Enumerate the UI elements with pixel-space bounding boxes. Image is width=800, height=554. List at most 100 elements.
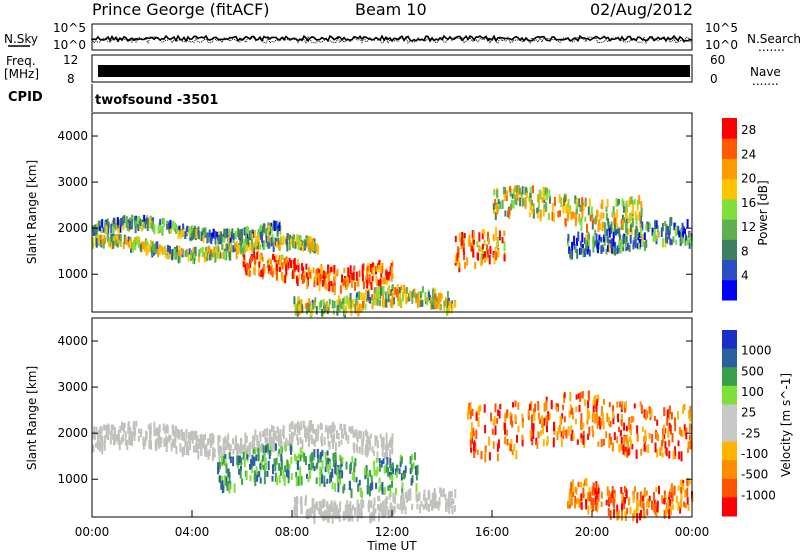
heatmap-cell <box>258 271 261 277</box>
heatmap-cell <box>258 470 261 478</box>
heatmap-cell <box>301 439 304 450</box>
heatmap-cell <box>285 257 288 264</box>
heatmap-cell <box>666 236 669 244</box>
heatmap-cell <box>600 439 603 447</box>
heatmap-cell <box>160 245 163 251</box>
heatmap-cell <box>541 415 544 424</box>
heatmap-cell <box>492 234 495 242</box>
heatmap-cell <box>634 486 636 493</box>
heatmap-cell <box>306 473 308 479</box>
heatmap-cell <box>328 441 331 450</box>
heatmap-cell <box>574 486 577 493</box>
heatmap-cell <box>542 439 545 447</box>
heatmap-cell <box>181 447 184 457</box>
heatmap-cell <box>118 219 121 228</box>
heatmap-cell <box>361 448 364 455</box>
heatmap-cell <box>574 195 577 204</box>
heatmap-cell <box>299 304 302 315</box>
heatmap-cell <box>272 426 275 433</box>
heatmap-cell <box>434 288 437 298</box>
heatmap-cell <box>189 441 192 450</box>
heatmap-cell <box>670 216 673 226</box>
heatmap-cell <box>123 423 125 433</box>
heatmap-cell <box>219 236 222 244</box>
heatmap-cell <box>327 458 330 467</box>
heatmap-cell <box>611 490 614 498</box>
heatmap-cell <box>365 448 368 458</box>
heatmap-cell <box>629 234 632 244</box>
heatmap-cell <box>185 249 188 257</box>
heatmap-cell <box>288 257 291 264</box>
heatmap-cell <box>191 437 194 444</box>
heatmap-cell <box>608 402 611 408</box>
heatmap-cell <box>139 244 142 252</box>
heatmap-cell <box>427 491 430 500</box>
heatmap-cell <box>659 447 662 456</box>
heatmap-cell <box>401 482 404 489</box>
heatmap-cell <box>253 242 256 248</box>
heatmap-cell <box>293 296 296 305</box>
heatmap-cell <box>582 250 585 258</box>
heatmap-cell <box>148 439 151 449</box>
heatmap-cell <box>118 440 121 451</box>
heatmap-cell <box>332 459 335 467</box>
heatmap-cell <box>653 416 656 422</box>
heatmap-cell <box>276 263 278 274</box>
heatmap-cell <box>298 422 300 430</box>
freq-unit-label: [MHz] <box>4 67 39 81</box>
heatmap-cell <box>515 199 518 206</box>
heatmap-cell <box>587 231 590 241</box>
heatmap-cell <box>299 474 302 485</box>
heatmap-cell <box>325 300 328 310</box>
heatmap-cell <box>353 474 355 482</box>
heatmap-cell <box>537 401 540 411</box>
heatmap-cell <box>387 443 390 451</box>
heatmap-cell <box>126 440 129 451</box>
heatmap-cell <box>576 248 579 259</box>
heatmap-cell <box>481 243 484 250</box>
heatmap-cell <box>668 496 671 504</box>
heatmap-cell <box>391 260 394 267</box>
heatmap-cell <box>622 243 625 252</box>
heatmap-cell <box>266 470 269 477</box>
heatmap-cell <box>404 506 407 515</box>
velocity-colorbar-swatch <box>722 367 737 387</box>
heatmap-cell <box>100 227 103 234</box>
heatmap-cell <box>337 433 340 440</box>
heatmap-cell <box>254 429 257 435</box>
heatmap-cell <box>333 424 336 432</box>
heatmap-cell <box>528 212 531 218</box>
heatmap-cell <box>186 225 189 233</box>
heatmap-cell <box>521 434 524 440</box>
heatmap-cell <box>379 433 382 439</box>
heatmap-cell <box>670 505 673 516</box>
heatmap-cell <box>287 469 290 479</box>
heatmap-cell <box>510 439 513 446</box>
heatmap-cell <box>612 405 615 415</box>
heatmap-cell <box>641 495 644 502</box>
heatmap-cell <box>332 507 335 516</box>
heatmap-cell <box>138 239 141 248</box>
heatmap-cell <box>590 206 593 215</box>
heatmap-cell <box>470 437 473 444</box>
heatmap-cell <box>499 201 502 209</box>
heatmap-cell <box>642 502 645 512</box>
heatmap-cell <box>251 454 254 464</box>
heatmap-cell <box>556 407 559 413</box>
heatmap-cell <box>491 428 494 435</box>
heatmap-cell <box>95 426 98 436</box>
heatmap-cell <box>640 207 643 217</box>
heatmap-cell <box>242 261 245 268</box>
heatmap-cell <box>643 436 646 444</box>
heatmap-cell <box>475 429 478 440</box>
heatmap-cell <box>345 508 348 519</box>
heatmap-cell <box>135 236 138 245</box>
heatmap-cell <box>635 214 638 221</box>
heatmap-cell <box>575 394 578 400</box>
heatmap-cell <box>667 428 670 439</box>
heatmap-cell <box>204 227 207 235</box>
heatmap-cell <box>570 212 573 219</box>
heatmap-cell <box>527 414 530 421</box>
heatmap-cell <box>138 216 141 223</box>
